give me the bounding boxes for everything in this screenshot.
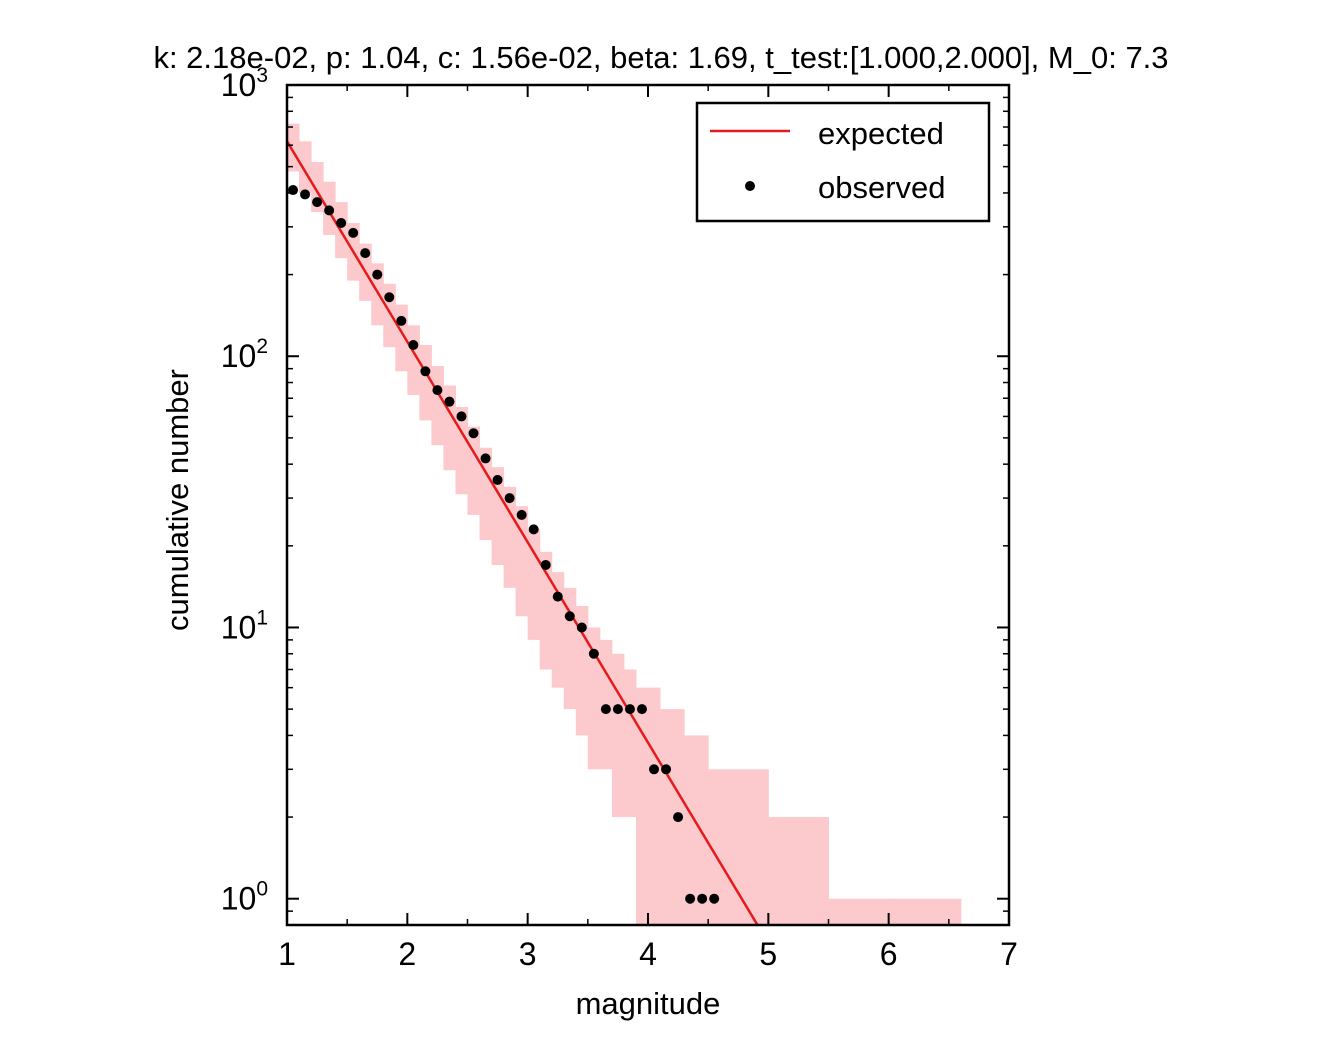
observed-point — [360, 248, 371, 259]
observed-point — [492, 474, 503, 485]
band-bin — [431, 366, 444, 446]
observed-point — [624, 704, 635, 715]
band-bin — [611, 653, 625, 818]
legend-expected-label: expected — [818, 116, 944, 151]
observed-point — [612, 704, 623, 715]
band-bin — [768, 817, 829, 925]
y-axis-label: cumulative number — [160, 369, 195, 631]
band-bin — [828, 898, 890, 925]
band-bin — [551, 572, 565, 688]
expected-line — [287, 140, 759, 925]
band-bin — [587, 627, 601, 770]
observed-point — [396, 315, 407, 326]
band-bin — [635, 687, 649, 925]
observed-point — [504, 493, 515, 504]
expected-series — [287, 140, 759, 925]
band-bin — [287, 123, 300, 172]
observed-point — [661, 764, 672, 775]
band-bin — [419, 345, 432, 421]
observed-point — [384, 292, 395, 303]
observed-point — [324, 205, 335, 216]
observed-point — [516, 509, 527, 520]
tick-labels: 1 2 3 4 5 6 7 100 101 102 103 — [221, 64, 1018, 972]
observed-point — [468, 428, 479, 439]
x-tick-label: 3 — [519, 936, 537, 972]
band-bin — [696, 735, 709, 925]
observed-point — [697, 893, 708, 904]
observed-point — [564, 611, 575, 622]
band-bin — [684, 735, 697, 925]
x-tick-label: 6 — [880, 936, 898, 972]
band-bin — [515, 506, 529, 617]
observed-point — [432, 385, 443, 396]
observed-point — [588, 648, 599, 659]
band-bin — [888, 898, 962, 925]
observed-point — [673, 812, 684, 823]
x-axis-label: magnitude — [576, 986, 721, 1021]
y-tick-label: 100 — [221, 878, 268, 917]
plot-frame — [285, 83, 1011, 927]
legend-observed-swatch — [745, 181, 755, 191]
band-bin — [299, 141, 312, 193]
observed-point — [528, 524, 539, 535]
x-tick-label: 1 — [278, 936, 296, 972]
y-tick-label: 102 — [221, 335, 268, 374]
band-bin — [648, 687, 661, 925]
observed-point — [456, 411, 467, 422]
observed-point — [480, 453, 491, 464]
observed-point — [540, 559, 551, 570]
observed-point — [408, 340, 419, 351]
x-tick-label: 7 — [1000, 936, 1018, 972]
observed-point — [685, 893, 696, 904]
x-tick-label: 4 — [639, 936, 657, 972]
observed-point — [552, 591, 563, 602]
x-tick-label: 5 — [759, 936, 777, 972]
observed-point — [300, 189, 311, 200]
band-bin — [467, 426, 481, 515]
legend: expected observed — [695, 101, 991, 223]
observed-point — [420, 366, 431, 377]
observed-point — [312, 197, 323, 208]
observed-point — [649, 764, 660, 775]
band-bin — [479, 447, 493, 541]
legend-observed-label: observed — [818, 170, 946, 205]
observed-series — [288, 185, 720, 904]
observed-point — [336, 217, 347, 228]
band-bin — [503, 486, 517, 588]
band-bin — [660, 709, 673, 925]
observed-point — [372, 269, 383, 280]
observed-point — [600, 704, 611, 715]
observed-point — [576, 622, 587, 633]
y-tick-label: 103 — [221, 64, 268, 103]
observed-point — [636, 704, 647, 715]
band-bin — [491, 467, 505, 565]
observed-point — [709, 893, 720, 904]
legend-box — [695, 101, 991, 223]
x-tick-label: 2 — [398, 936, 416, 972]
chart-title: k: 2.18e-02, p: 1.04, c: 1.56e-02, beta:… — [153, 40, 1168, 75]
y-tick-label: 101 — [221, 606, 268, 645]
observed-point — [348, 227, 359, 238]
band-bin — [623, 669, 637, 818]
observed-point — [444, 396, 455, 407]
band-bin — [539, 551, 553, 670]
